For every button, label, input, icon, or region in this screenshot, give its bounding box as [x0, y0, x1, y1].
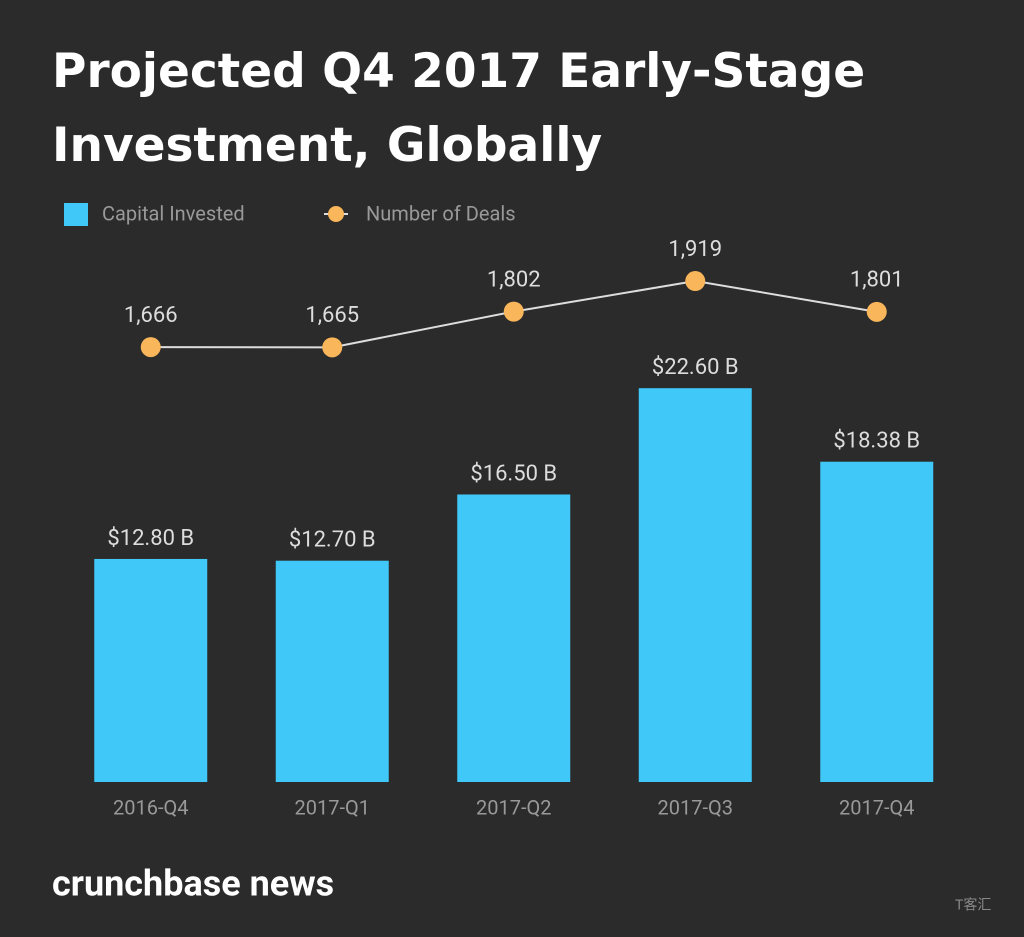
legend-label: Number of Deals: [366, 201, 516, 225]
value-label: 1,666: [124, 303, 178, 328]
point: [322, 337, 343, 358]
point: [866, 301, 887, 322]
legend-label: Capital Invested: [102, 201, 245, 225]
title-box: Projected Q4 2017 Early-Stage Investment…: [52, 44, 866, 173]
point: [503, 301, 524, 322]
x-tick-label: 2017-Q2: [476, 795, 552, 819]
legend-marker: [328, 206, 344, 222]
value-label: $22.60 B: [652, 355, 739, 380]
point: [685, 271, 706, 292]
legend-swatch: [64, 203, 88, 226]
value-label: 1,919: [668, 237, 722, 262]
value-label: $12.80 B: [107, 526, 194, 551]
value-label: 1,802: [487, 267, 541, 292]
value-label: $12.70 B: [289, 528, 376, 553]
point: [140, 337, 161, 358]
x-tick-label: 2017-Q1: [295, 795, 371, 819]
value-label: 1,801: [850, 268, 904, 293]
bar: [457, 494, 571, 782]
x-tick-label: 2017-Q4: [839, 795, 915, 819]
bar: [275, 560, 389, 782]
bar: [94, 558, 208, 782]
watermark: T客汇: [955, 897, 991, 914]
chart-title: Projected Q4 2017 Early-Stage Investment…: [52, 44, 866, 173]
value-label: $18.38 B: [833, 429, 920, 454]
value-label: 1,665: [305, 303, 359, 328]
x-tick-label: 2016-Q4: [113, 795, 189, 819]
x-tick-label: 2017-Q3: [658, 795, 734, 819]
value-label: $16.50 B: [470, 461, 557, 486]
bar: [820, 461, 934, 782]
source: crunchbase news: [52, 863, 334, 905]
bar: [638, 388, 752, 782]
